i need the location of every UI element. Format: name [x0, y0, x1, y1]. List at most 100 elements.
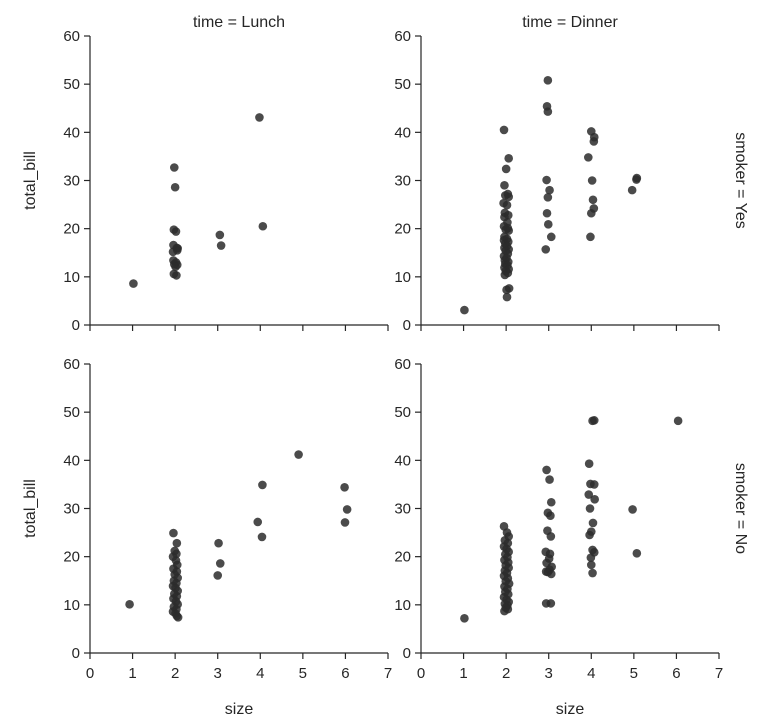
data-point — [171, 262, 180, 272]
x-tick-label: 5 — [299, 665, 307, 682]
y-tick-label: 60 — [394, 28, 411, 45]
data-point — [588, 195, 598, 205]
data-point — [546, 532, 556, 541]
data-point — [584, 490, 594, 499]
y-tick-label: 30 — [394, 501, 411, 518]
x-axis-title: size — [225, 701, 254, 718]
data-point — [500, 606, 509, 616]
data-point — [216, 241, 226, 250]
x-tick-label: 7 — [384, 665, 392, 682]
y-tick-label: 10 — [63, 269, 80, 286]
y-tick-label: 60 — [63, 28, 80, 45]
y-tick-label: 0 — [72, 645, 80, 662]
data-point — [584, 459, 594, 469]
data-point — [587, 176, 597, 185]
data-point — [169, 528, 178, 538]
x-axis-title: size — [556, 701, 585, 718]
data-point — [504, 192, 513, 202]
y-tick-label: 0 — [72, 317, 80, 334]
x-tick-label: 0 — [86, 665, 94, 682]
data-point — [125, 600, 134, 609]
y-tick-label: 20 — [63, 549, 80, 566]
y-axis-title: total_bill — [22, 479, 39, 538]
data-point — [172, 538, 182, 548]
data-point — [499, 125, 509, 135]
data-point — [213, 571, 223, 580]
data-point — [504, 226, 513, 235]
x-tick-label: 6 — [672, 665, 680, 682]
x-tick-label: 1 — [459, 665, 467, 682]
data-point — [460, 305, 469, 315]
data-point — [627, 185, 637, 195]
data-point — [504, 154, 513, 163]
y-tick-label: 50 — [63, 76, 80, 93]
data-point — [584, 153, 593, 162]
data-point — [543, 76, 553, 85]
data-point — [546, 511, 555, 521]
data-point — [589, 137, 599, 146]
data-point — [542, 175, 551, 185]
data-point — [215, 559, 225, 568]
data-point — [542, 208, 552, 218]
data-point — [628, 505, 637, 514]
x-tick-label: 2 — [502, 665, 510, 682]
x-tick-label: 7 — [715, 665, 723, 682]
y-tick-label: 20 — [394, 221, 411, 238]
data-point — [500, 181, 509, 190]
y-tick-label: 40 — [394, 124, 411, 141]
y-tick-label: 40 — [394, 452, 411, 469]
y-tick-label: 60 — [394, 356, 411, 373]
x-tick-label: 0 — [417, 665, 425, 682]
y-tick-label: 0 — [403, 317, 411, 334]
data-point — [170, 182, 180, 192]
data-point — [129, 279, 138, 288]
data-point — [253, 517, 263, 527]
data-point — [589, 480, 599, 489]
data-point — [543, 220, 553, 229]
data-point — [588, 416, 597, 426]
data-point — [541, 567, 551, 576]
data-point — [502, 285, 511, 295]
data-point — [340, 518, 350, 527]
data-point — [171, 227, 181, 236]
data-point — [586, 553, 596, 562]
facet-column-title: time = Lunch — [193, 14, 285, 31]
data-point — [502, 292, 512, 302]
y-tick-label: 40 — [63, 452, 80, 469]
data-point — [542, 465, 551, 475]
x-tick-label: 1 — [128, 665, 136, 682]
data-point — [545, 475, 554, 484]
x-tick-label: 2 — [171, 665, 179, 682]
data-point — [173, 613, 183, 622]
x-tick-label: 3 — [214, 665, 222, 682]
y-tick-label: 50 — [394, 404, 411, 421]
data-point — [255, 113, 264, 122]
facet-column-title: time = Dinner — [522, 14, 618, 31]
data-point — [586, 232, 595, 242]
data-point — [342, 505, 352, 514]
data-point — [294, 450, 303, 459]
x-tick-label: 4 — [587, 665, 595, 682]
data-point — [543, 107, 553, 116]
y-axis-title: total_bill — [22, 151, 39, 210]
data-point — [169, 163, 179, 172]
facet-row-title: smoker = No — [732, 463, 749, 554]
y-tick-label: 0 — [403, 645, 411, 662]
data-point — [460, 614, 469, 623]
data-point — [502, 200, 512, 210]
data-point — [545, 185, 554, 195]
data-point — [590, 495, 599, 504]
x-tick-label: 4 — [256, 665, 264, 682]
y-tick-label: 60 — [63, 356, 80, 373]
data-point — [215, 230, 225, 240]
data-point — [586, 208, 596, 218]
y-tick-label: 40 — [63, 124, 80, 141]
x-tick-label: 3 — [545, 665, 553, 682]
data-point — [172, 271, 181, 280]
data-point — [585, 504, 595, 513]
data-point — [501, 164, 511, 174]
data-point — [214, 538, 223, 548]
data-point — [632, 548, 642, 558]
data-point — [541, 245, 551, 254]
